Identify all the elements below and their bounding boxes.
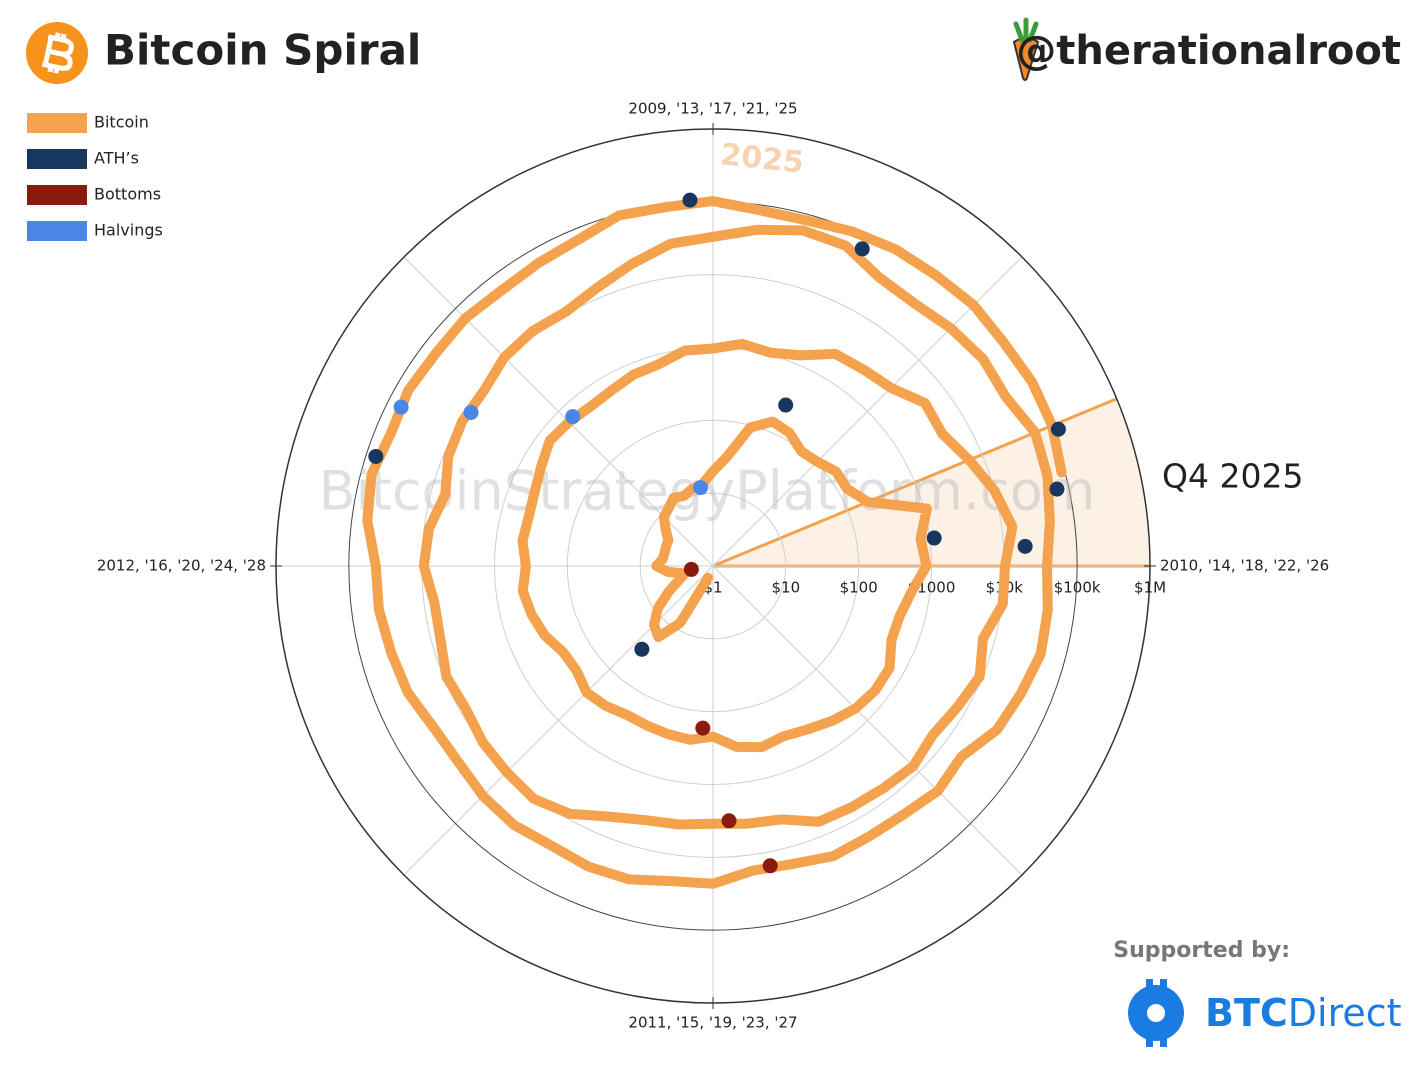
theta-tick-label: 2009, '13, '17, '21, '25 xyxy=(628,100,797,118)
r-tick-label: $100 xyxy=(840,579,878,597)
marker xyxy=(393,399,409,415)
year-annotation: 2025 xyxy=(719,137,806,181)
logo-carrot xyxy=(1012,17,1040,81)
marker xyxy=(683,561,699,577)
handle: @therationalroot xyxy=(1016,28,1401,74)
marker xyxy=(778,397,794,413)
marker xyxy=(762,858,778,874)
legend-swatch xyxy=(27,185,87,205)
marker xyxy=(682,192,698,208)
brand-bold: BTC xyxy=(1205,991,1288,1035)
theta-tick-label: 2012, '16, '20, '24, '28 xyxy=(97,557,266,575)
marker xyxy=(693,480,709,496)
legend-swatch xyxy=(27,113,87,133)
price-line xyxy=(362,196,1067,889)
r-tick-label: $1M xyxy=(1134,579,1166,597)
marker xyxy=(634,641,650,657)
marker xyxy=(695,720,711,736)
theta-tick-label: 2010, '14, '18, '22, '26 xyxy=(1160,557,1329,575)
marker xyxy=(463,404,479,420)
r-tick-label: $10 xyxy=(772,579,801,597)
highlight-label: Q4 2025 xyxy=(1162,457,1303,496)
legend-label: Halvings xyxy=(94,221,163,240)
legend-label: Bottoms xyxy=(94,185,161,204)
marker xyxy=(1049,481,1065,497)
marker xyxy=(1050,421,1066,437)
sponsor-label: Supported by: xyxy=(1113,938,1290,963)
legend-label: Bitcoin xyxy=(94,113,149,132)
logo-btcdirect xyxy=(1128,979,1184,1047)
logo-bitcoin xyxy=(26,22,88,84)
marker xyxy=(368,448,384,464)
chart-title: Bitcoin Spiral xyxy=(104,26,421,75)
marker xyxy=(1017,538,1033,554)
legend-swatch xyxy=(27,149,87,169)
grid-circle xyxy=(639,492,787,640)
legend-swatch xyxy=(27,221,87,241)
marker xyxy=(721,813,737,829)
grid-circle xyxy=(566,419,860,713)
legend-label: ATH’s xyxy=(94,149,139,168)
marker xyxy=(565,409,581,425)
r-tick-label: $100k xyxy=(1054,579,1101,597)
brand-light: Direct xyxy=(1288,991,1402,1035)
theta-tick-label: 2011, '15, '19, '23, '27 xyxy=(628,1014,797,1032)
marker xyxy=(854,241,870,257)
sponsor-brand: BTCDirect xyxy=(1205,991,1402,1035)
marker xyxy=(926,530,942,546)
